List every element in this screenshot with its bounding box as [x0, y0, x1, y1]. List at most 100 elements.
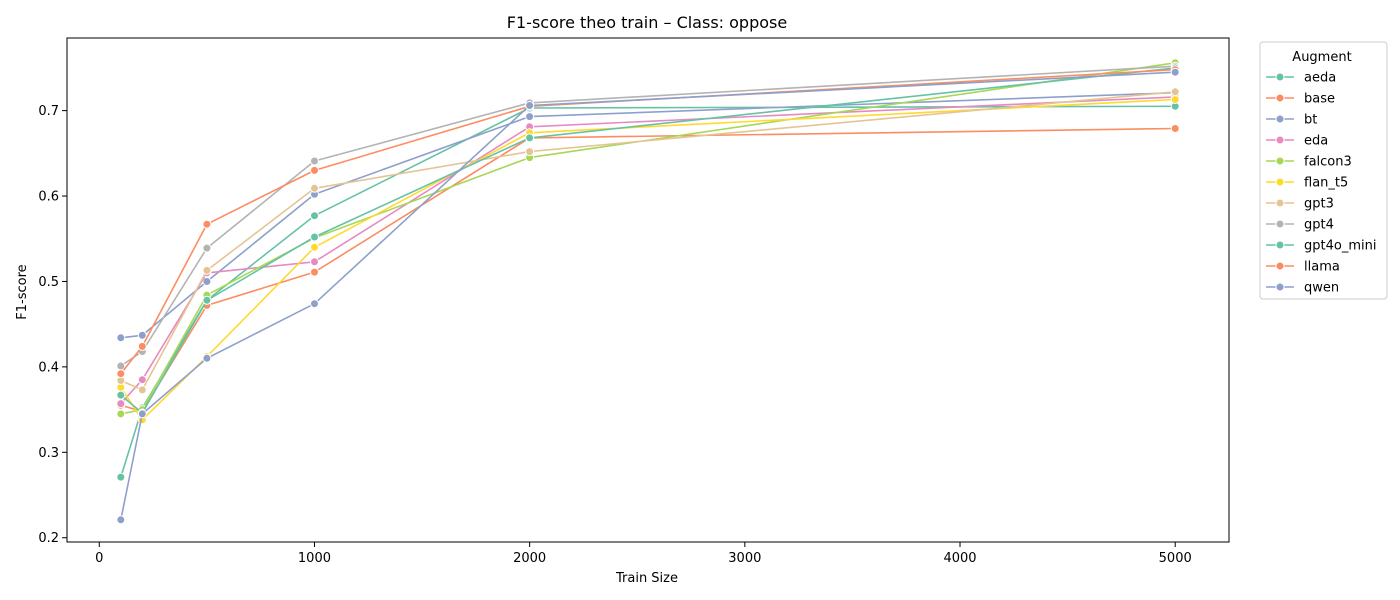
legend-marker-llama [1275, 261, 1285, 271]
legend-entry-falcon3: falcon3 [1266, 155, 1352, 170]
data-point-base-1000 [310, 267, 319, 277]
data-point-bt-200 [137, 330, 147, 340]
plot-area [66, 37, 1230, 543]
legend-entry-flan_t5: flan_t5 [1266, 176, 1348, 191]
y-tick-label-0.3: 0.3 [38, 446, 59, 461]
series-line-flan_t5 [120, 98, 1176, 421]
data-point-base-5000 [1170, 124, 1180, 133]
series-line-base [120, 127, 1176, 413]
legend-marker-gpt4o_mini [1275, 240, 1285, 250]
legend-entry-base: base [1266, 92, 1335, 107]
series-line-aeda [120, 105, 1176, 478]
series-line-llama [120, 68, 1176, 375]
data-point-llama-100 [116, 369, 126, 379]
y-tick-label-0.2: 0.2 [38, 531, 59, 546]
legend-entry-llama: llama [1266, 260, 1340, 275]
legend-label-eda: eda [1304, 134, 1328, 149]
legend-entry-eda: eda [1266, 134, 1328, 149]
data-point-qwen-200 [137, 409, 147, 419]
series-line-eda [120, 96, 1176, 405]
x-tick-label-0: 0 [95, 551, 103, 566]
data-point-gpt3-5000 [1170, 87, 1180, 97]
series-gpt3 [116, 87, 1180, 395]
legend-label-qwen: qwen [1304, 281, 1339, 296]
x-tick-label-4000: 4000 [943, 551, 976, 566]
data-point-gpt4-100 [116, 361, 126, 371]
x-tick-label-1000: 1000 [298, 551, 331, 566]
data-point-gpt4-500 [202, 243, 212, 253]
legend-label-aeda: aeda [1304, 71, 1336, 86]
legend-marker-aeda [1275, 72, 1285, 82]
series-base [116, 124, 1180, 416]
data-point-qwen-1000 [310, 299, 319, 309]
data-point-gpt4o_mini-100 [116, 390, 126, 400]
data-point-bt-500 [202, 277, 212, 286]
data-point-flan_t5-5000 [1170, 95, 1180, 104]
legend-entry-gpt4: gpt4 [1266, 218, 1334, 233]
x-axis-title: Train Size [615, 571, 678, 586]
x-axis: 0 1000 2000 3000 4000 5000 [95, 542, 1192, 566]
legend-marker-gpt4 [1275, 219, 1285, 229]
data-point-bt-100 [116, 333, 126, 343]
legend-label-llama: llama [1304, 260, 1340, 275]
data-point-aeda-1000 [310, 211, 319, 221]
legend-entry-gpt3: gpt3 [1266, 197, 1334, 212]
y-tick-label-0.4: 0.4 [38, 360, 59, 375]
legend-title: Augment [1292, 50, 1351, 65]
data-point-falcon3-100 [116, 409, 126, 419]
series-line-gpt4o_mini [120, 67, 1176, 414]
legend-label-falcon3: falcon3 [1304, 155, 1352, 170]
y-tick-label-0.6: 0.6 [38, 190, 59, 205]
x-tick-label-3000: 3000 [728, 551, 761, 566]
data-point-gpt4-1000 [310, 156, 319, 166]
legend-frame [1259, 41, 1388, 300]
data-point-gpt4o_mini-2000 [525, 133, 535, 143]
y-tick-label-0.5: 0.5 [38, 275, 59, 290]
legend-label-gpt4: gpt4 [1304, 218, 1334, 233]
x-tick-label-5000: 5000 [1159, 551, 1192, 566]
series-gpt4o_mini [116, 63, 1180, 418]
data-point-aeda-100 [116, 472, 126, 482]
data-point-qwen-500 [202, 353, 212, 363]
data-point-qwen-5000 [1170, 67, 1180, 77]
data-point-eda-100 [116, 399, 126, 409]
series-qwen [116, 67, 1180, 525]
chart-title: F1-score theo train – Class: oppose [507, 13, 787, 32]
data-point-eda-1000 [310, 257, 319, 267]
legend-entry-aeda: aeda [1266, 71, 1336, 86]
legend-marker-flan_t5 [1275, 177, 1285, 187]
data-point-gpt3-2000 [525, 147, 535, 157]
legend-label-gpt3: gpt3 [1304, 197, 1334, 212]
y-axis: 0.2 0.3 0.4 0.5 0.6 0.7 [38, 104, 67, 546]
data-point-gpt4o_mini-500 [202, 295, 212, 305]
data-point-gpt4o_mini-1000 [310, 232, 319, 242]
legend-entry-bt: bt [1266, 113, 1317, 128]
data-point-bt-2000 [525, 112, 535, 122]
y-tick-label-0.7: 0.7 [38, 104, 59, 119]
data-point-flan_t5-1000 [310, 242, 319, 252]
data-point-qwen-100 [116, 515, 126, 525]
plot-frame [66, 37, 1230, 543]
legend-marker-eda [1275, 135, 1285, 145]
legend-label-bt: bt [1304, 113, 1317, 128]
series-line-qwen [120, 71, 1176, 520]
legend-label-gpt4o_mini: gpt4o_mini [1304, 239, 1376, 254]
data-point-gpt3-1000 [310, 183, 319, 193]
data-point-gpt3-500 [202, 265, 212, 275]
legend-marker-base [1275, 93, 1285, 103]
legend-entry-qwen: qwen [1266, 281, 1339, 296]
series-line-falcon3 [120, 62, 1176, 415]
series-aeda [116, 101, 1180, 482]
y-axis-title: F1-score [15, 264, 30, 319]
data-point-llama-1000 [310, 165, 319, 175]
legend-label-base: base [1304, 92, 1335, 107]
data-point-llama-500 [202, 219, 212, 229]
legend-entry-gpt4o_mini: gpt4o_mini [1266, 239, 1376, 254]
legend: Augment aeda base bt eda falcon3 flan_t5 gpt3 g… [1259, 41, 1388, 300]
data-point-eda-200 [137, 375, 147, 385]
legend-marker-bt [1275, 114, 1285, 124]
data-point-qwen-2000 [525, 101, 535, 110]
legend-marker-gpt3 [1275, 198, 1285, 208]
data-point-gpt3-200 [137, 385, 147, 395]
